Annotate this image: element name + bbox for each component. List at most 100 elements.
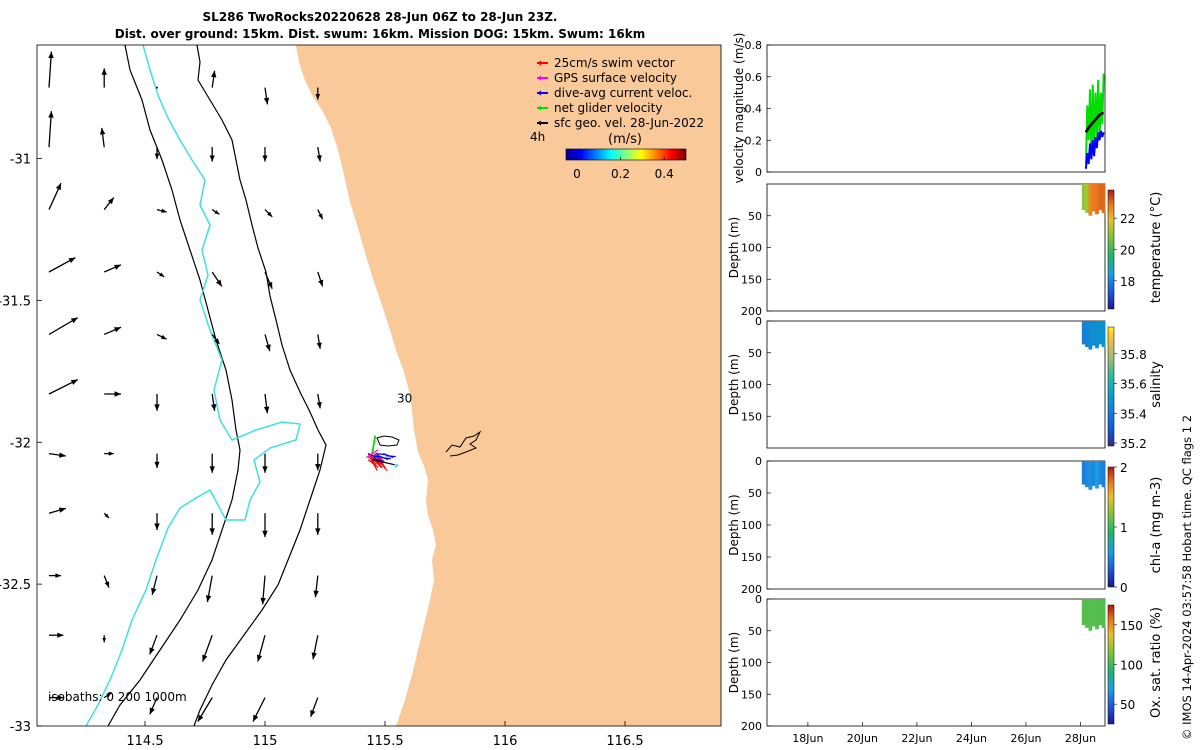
vector-head — [263, 406, 270, 414]
vector-head — [68, 257, 76, 264]
current-vector — [262, 513, 268, 538]
current-vector — [156, 86, 158, 89]
section-cell — [1085, 599, 1089, 628]
current-vector — [252, 697, 266, 722]
current-vector — [210, 393, 217, 411]
current-vector — [48, 317, 79, 335]
section-cell — [1098, 599, 1103, 626]
map-panel: 114.5 115 115.5 116 116.5 -31-31.5-32-32.5-3… — [0, 44, 722, 749]
date-tick-label: 28Jun — [1065, 732, 1096, 745]
current-vector — [311, 635, 319, 660]
legend-swatch-head — [537, 90, 541, 96]
current-vector — [103, 264, 122, 273]
vector-head — [256, 654, 263, 662]
section-cell — [1091, 184, 1096, 212]
map-x-tick-label: 115.5 — [366, 734, 403, 749]
current-vector — [317, 271, 324, 287]
vector-head — [267, 211, 273, 217]
current-vector — [264, 271, 273, 290]
current-vector — [154, 147, 160, 160]
vector-head — [202, 654, 208, 662]
velocity-series-line — [1084, 111, 1104, 133]
legend-label: sfc geo. vel. 28-Jun-2022 — [554, 116, 704, 130]
depth-axis-label: Depth (m) — [727, 217, 741, 278]
section-cell — [1095, 461, 1099, 489]
vector-head — [102, 637, 107, 643]
vector-head — [318, 213, 323, 220]
current-vector — [154, 453, 160, 468]
depth-tick-label: 50 — [748, 347, 762, 360]
vector-head — [316, 401, 322, 409]
velocity-y-tick-label: 0 — [755, 166, 762, 179]
colorbar-tick-label: 20 — [1120, 244, 1135, 258]
map-y-tick-label: -32 — [10, 436, 31, 451]
current-vector — [264, 334, 271, 352]
vector-head — [210, 404, 217, 411]
map-x-tick-label: 116 — [493, 734, 518, 749]
vector-head — [262, 466, 268, 473]
colorbar-label: Ox. sat. ratio (%) — [1149, 607, 1164, 718]
section-cell — [1091, 599, 1096, 627]
velocity-y-tick-label: 0.6 — [745, 71, 763, 84]
current-vector — [48, 182, 62, 210]
current-vector — [262, 147, 268, 162]
map-y-ticks: -31 -31.5 -32 -32.5 -33 — [0, 153, 42, 735]
vector-head — [318, 279, 324, 287]
current-vector — [99, 127, 106, 148]
current-vector — [48, 51, 54, 88]
current-vector — [315, 513, 321, 535]
section-cell — [1088, 321, 1093, 350]
vector-head — [253, 714, 259, 722]
colorbar-tick-label: 35.2 — [1120, 437, 1147, 451]
section-cell — [1081, 461, 1086, 485]
current-vector — [201, 634, 213, 662]
isobath-annotation: 30 — [397, 392, 412, 406]
current-vector — [197, 697, 213, 722]
vector-head — [210, 70, 217, 78]
section-cell — [1085, 184, 1089, 213]
vector-head — [214, 210, 220, 215]
section-cell — [1081, 321, 1086, 345]
section-cell — [1091, 461, 1096, 486]
vector-head — [159, 272, 165, 277]
vector-head — [197, 714, 204, 722]
glider-track — [365, 435, 399, 472]
section-colorbar — [1107, 326, 1115, 447]
current-vector — [210, 70, 217, 88]
vector-head — [154, 404, 160, 411]
colorbar-label: salinity — [1149, 361, 1164, 408]
section-cell — [1101, 321, 1106, 348]
vector-head — [58, 507, 66, 513]
vector-head — [209, 466, 215, 473]
map-frame — [36, 44, 722, 727]
current-vector — [209, 147, 215, 162]
depth-tick-label: 100 — [741, 519, 762, 532]
net-glider-vector — [371, 435, 377, 454]
speed-colorbar-tick-label: 0.4 — [655, 167, 674, 181]
vector-head — [154, 523, 160, 530]
panel-frame — [766, 320, 1106, 449]
vector-head — [267, 281, 273, 289]
colorbar-tick-label: 22 — [1120, 212, 1135, 226]
speed-colorbar-ticks: 0 0.2 0.4 — [573, 157, 674, 181]
section-cell — [1085, 321, 1089, 348]
section-colorbar — [1107, 466, 1115, 588]
current-vector — [103, 197, 115, 210]
date-tick-label: 26Jun — [1010, 732, 1041, 745]
section-panel: 0 50 100 150 200 Depth (m) 0 1 2 chl-a (mg m-3) — [727, 455, 1164, 596]
vector-head — [215, 279, 222, 287]
vector-head — [114, 327, 121, 333]
section-cell — [1098, 321, 1103, 345]
section-cell — [1101, 461, 1106, 488]
current-vector — [104, 391, 121, 397]
date-tick-label: 22Jun — [901, 732, 932, 745]
current-vector — [316, 393, 322, 409]
vector-head — [151, 587, 157, 595]
section-panel: 50 100 150 200 Depth (m) 18 20 22 temperature (°… — [727, 183, 1164, 318]
current-vector — [48, 111, 54, 148]
vector-head — [55, 183, 61, 191]
figure-title-line1: SL286 TwoRocks20220628 28-Jun 06Z to 28-… — [202, 10, 558, 24]
river-estuary — [445, 430, 482, 457]
vector-head — [149, 707, 155, 715]
